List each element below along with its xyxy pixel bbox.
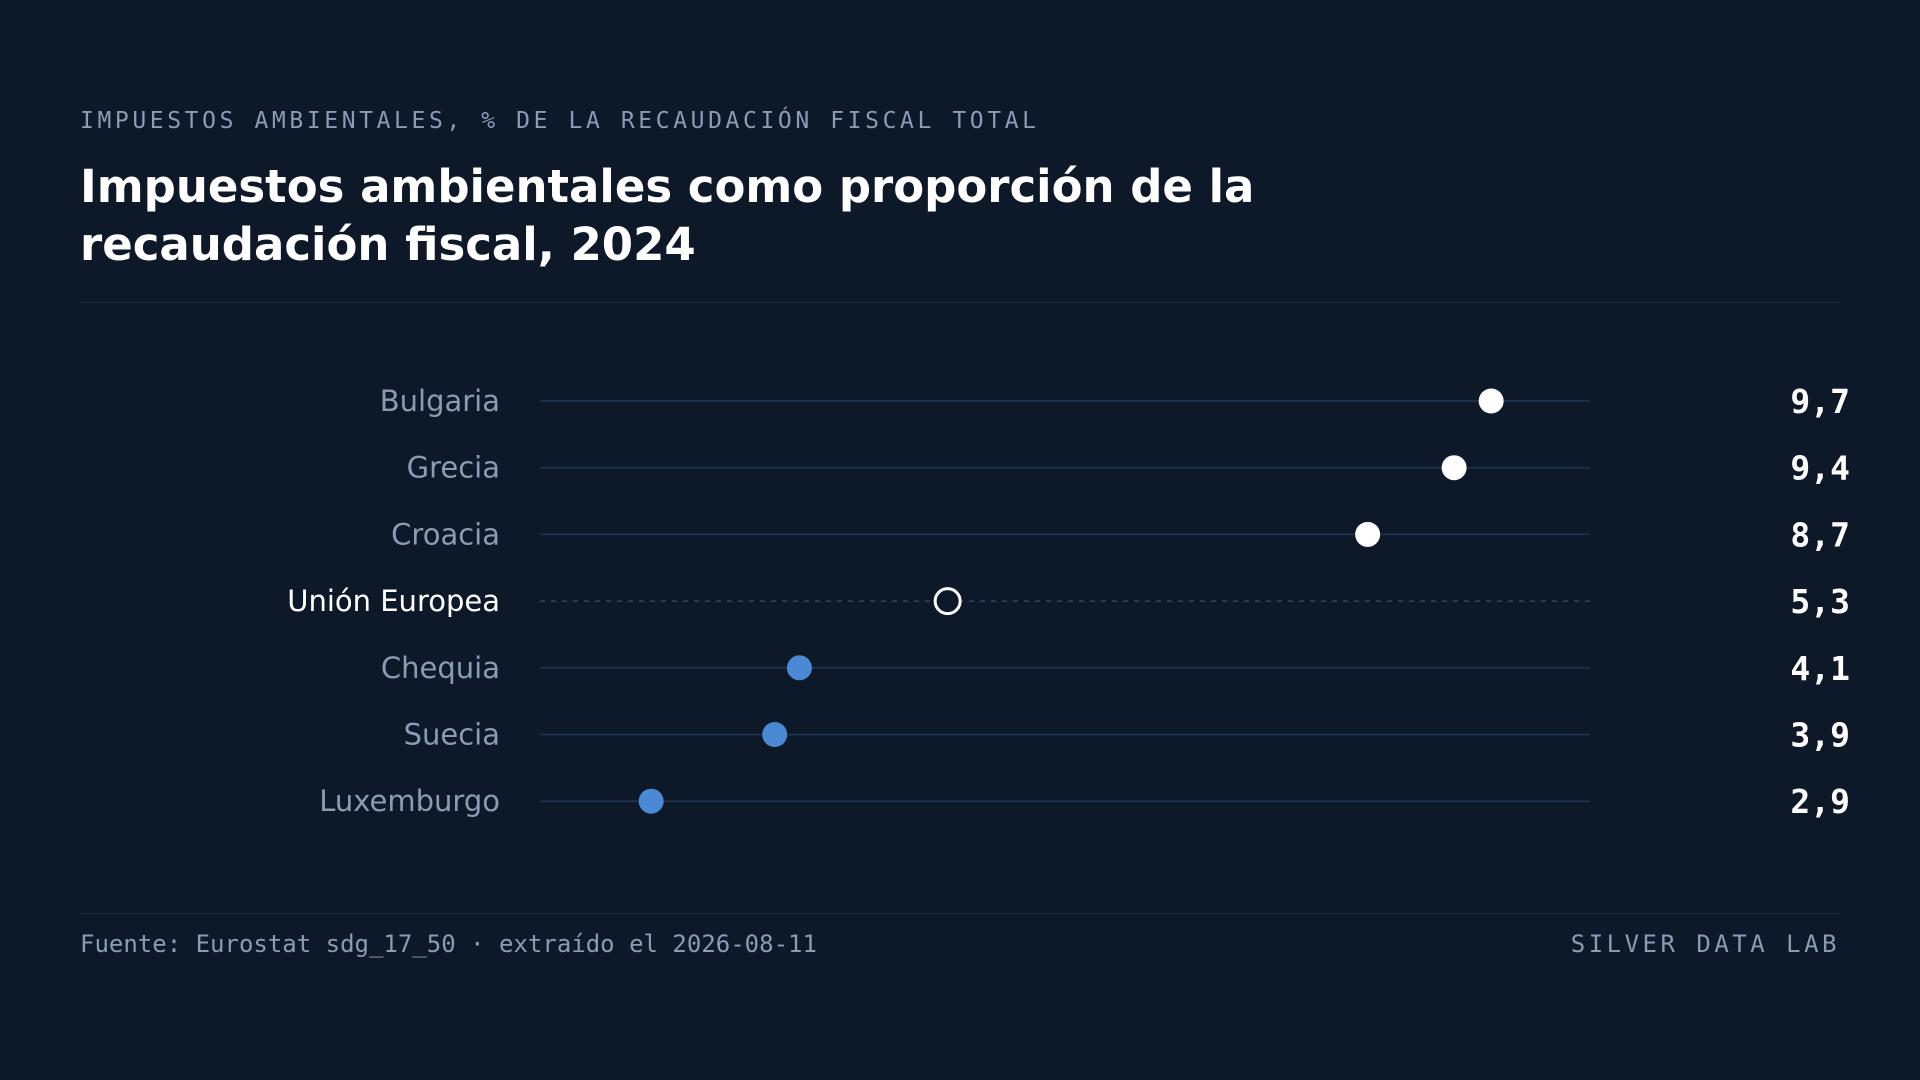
value-label-croacia: 8,7 [1790,515,1850,554]
category-label-suecia: Suecia [404,718,500,752]
dot-croacia [1355,521,1381,547]
value-label-bulgaria: 9,7 [1790,382,1850,421]
chart-title-line-1: Impuestos ambientales como proporción de… [80,160,1255,213]
chart-title: Impuestos ambientales como proporción de… [80,158,1480,274]
dot-union-europea [933,587,962,616]
category-label-croacia: Croacia [391,517,500,551]
dot-bulgaria [1478,388,1504,414]
category-label-union-europea: Unión Europea [287,584,500,618]
dot-luxemburgo [638,788,664,814]
value-label-suecia: 3,9 [1790,716,1850,755]
chart-title-line-2: recaudación fiscal, 2024 [80,218,696,271]
category-label-grecia: Grecia [407,451,500,485]
source-note: Fuente: Eurostat sdg_17_50 · extraído el… [80,930,817,958]
dot-suecia [762,722,788,747]
dot-grecia [1441,455,1467,481]
top-divider [80,302,1840,303]
category-label-bulgaria: Bulgaria [380,384,500,418]
value-label-chequia: 4,1 [1790,649,1850,688]
value-label-grecia: 9,4 [1790,449,1850,488]
chart-kicker: IMPUESTOS AMBIENTALES, % DE LA RECAUDACI… [80,108,1040,134]
dot-chequia [786,655,812,681]
bottom-divider [80,913,1840,914]
value-label-union-europea: 5,3 [1790,582,1850,621]
category-label-chequia: Chequia [381,651,500,685]
value-label-luxemburgo: 2,9 [1790,782,1850,821]
category-label-luxemburgo: Luxemburgo [319,784,500,818]
brand-label: SILVER DATA LAB [1570,930,1840,958]
